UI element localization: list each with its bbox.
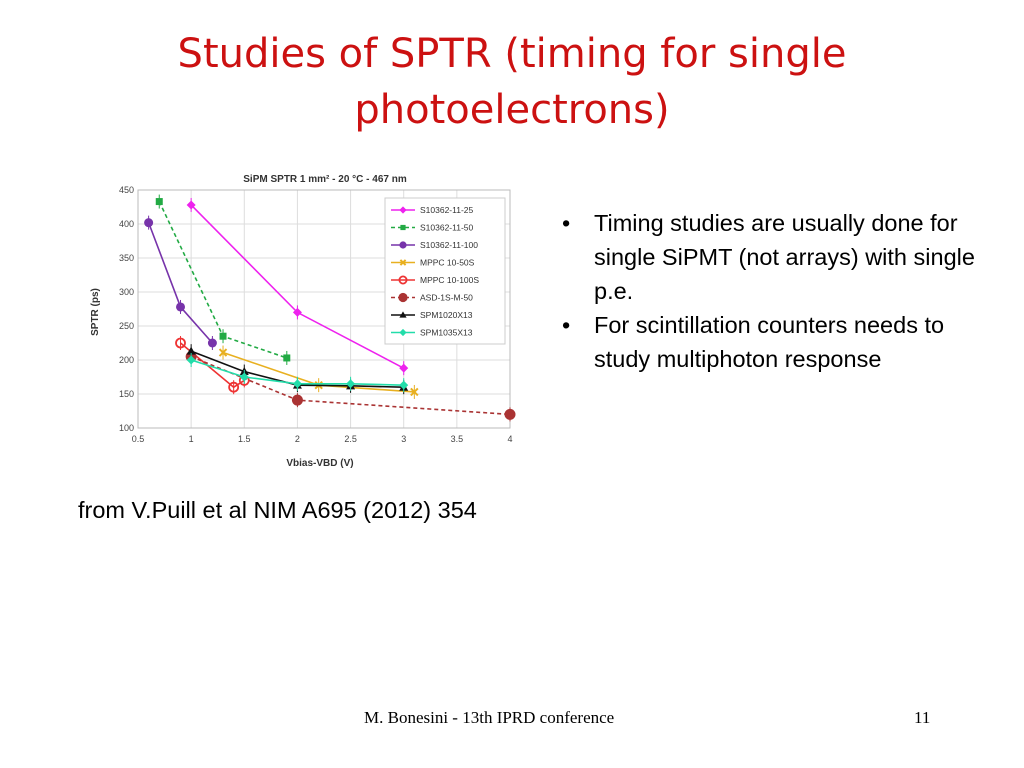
data-point (291, 394, 303, 406)
y-tick-label: 200 (119, 355, 134, 365)
data-point (186, 355, 196, 365)
y-tick-label: 450 (119, 185, 134, 195)
y-tick-label: 300 (119, 287, 134, 297)
x-tick-label: 0.5 (132, 434, 145, 444)
legend-swatch-marker (399, 206, 407, 214)
legend-label: SPM1020X13 (420, 310, 473, 320)
x-tick-label: 1 (189, 434, 194, 444)
data-point (399, 363, 409, 373)
series-s10362-11-100 (144, 215, 217, 350)
y-axis-label: SPTR (ps) (90, 288, 101, 336)
legend-label: S10362-11-50 (420, 223, 474, 233)
y-tick-label: 250 (119, 321, 134, 331)
x-tick-label: 3.5 (451, 434, 464, 444)
data-point (504, 408, 516, 420)
bullet-item: • Timing studies are usually done for sin… (556, 206, 976, 308)
plot-frame (137, 189, 511, 429)
y-tick-label: 400 (119, 219, 134, 229)
x-axis-label: Vbias-VBD (V) (286, 458, 353, 469)
x-tick-label: 2 (295, 434, 300, 444)
axis-ticks: 100 150 200 250 300 350 400 450 0.5 1 1.5 2 2.5 3 3.5 4 (119, 185, 513, 444)
legend-label: ASD-1S-M-50 (420, 293, 473, 303)
data-point (207, 338, 217, 348)
data-point (239, 372, 249, 382)
data-point (218, 348, 228, 357)
data-point (346, 379, 356, 389)
x-tick-label: 1.5 (238, 434, 251, 444)
legend-swatch-marker (399, 311, 407, 318)
data-point (155, 198, 163, 206)
y-tick-label: 350 (119, 253, 134, 263)
data-point (283, 354, 291, 362)
x-tick-label: 2.5 (344, 434, 357, 444)
legend-swatch-marker (399, 328, 407, 337)
series-line (147, 222, 213, 344)
series-s10362-11-25 (186, 197, 409, 376)
footer-text: M. Bonesini - 13th IPRD conference (364, 708, 615, 727)
chart-title: SiPM SPTR 1 mm² - 20 °C - 467 nm (243, 174, 407, 185)
legend-label: SPM1035X13 (420, 328, 473, 338)
data-point (292, 307, 302, 317)
data-point (399, 380, 409, 390)
bullet-text: For scintillation counters needs to stud… (594, 312, 945, 372)
data-point (410, 387, 419, 397)
y-tick-label: 100 (119, 423, 134, 433)
legend-swatch-marker (400, 224, 406, 231)
bullet-text: Timing studies are usually done for sing… (594, 210, 975, 304)
data-point (144, 218, 154, 228)
legend-swatch-marker (398, 292, 408, 303)
legend-swatch-marker (399, 241, 407, 249)
slide-title: Studies of SPTR (timing for single photo… (177, 31, 847, 133)
series-layer (144, 194, 516, 422)
data-point (292, 379, 302, 389)
data-point (186, 346, 196, 355)
legend-swatch-marker (399, 259, 407, 266)
data-point (176, 302, 186, 312)
bullet-item: • For scintillation counters needs to stu… (556, 308, 976, 376)
sptr-chart: SiPM SPTR 1 mm² - 20 °C - 467 nm SPTR (p… (80, 160, 520, 476)
page-number: 11 (914, 708, 931, 727)
data-point (175, 337, 186, 349)
legend-box (384, 197, 506, 345)
x-tick-label: 4 (507, 434, 512, 444)
legend-label: S10362-11-100 (420, 240, 478, 250)
series-s10362-11-50 (155, 194, 291, 365)
bullet-dot: • (562, 210, 571, 236)
legend-label: S10362-11-25 (420, 205, 474, 215)
data-point (219, 332, 227, 340)
y-tick-label: 150 (119, 389, 134, 399)
bullet-list: • Timing studies are usually done for sin… (556, 206, 976, 376)
series-spm1035x13 (186, 353, 409, 393)
bullet-dot: • (562, 312, 571, 338)
data-point (228, 381, 240, 393)
legend: S10362-11-25 S10362-11-50 S10362-11-100 MPP… (384, 197, 506, 345)
chart-svg: SiPM SPTR 1 mm² - 20 °C - 467 nm SPTR (p… (90, 174, 516, 469)
legend-label: MPPC 10-100S (420, 275, 479, 285)
source-citation: from V.Puill et al NIM A695 (2012) 354 (78, 497, 477, 523)
x-tick-label: 3 (401, 434, 406, 444)
data-point (186, 200, 196, 210)
legend-swatch-marker (398, 275, 408, 285)
legend-label: MPPC 10-50S (420, 258, 475, 268)
